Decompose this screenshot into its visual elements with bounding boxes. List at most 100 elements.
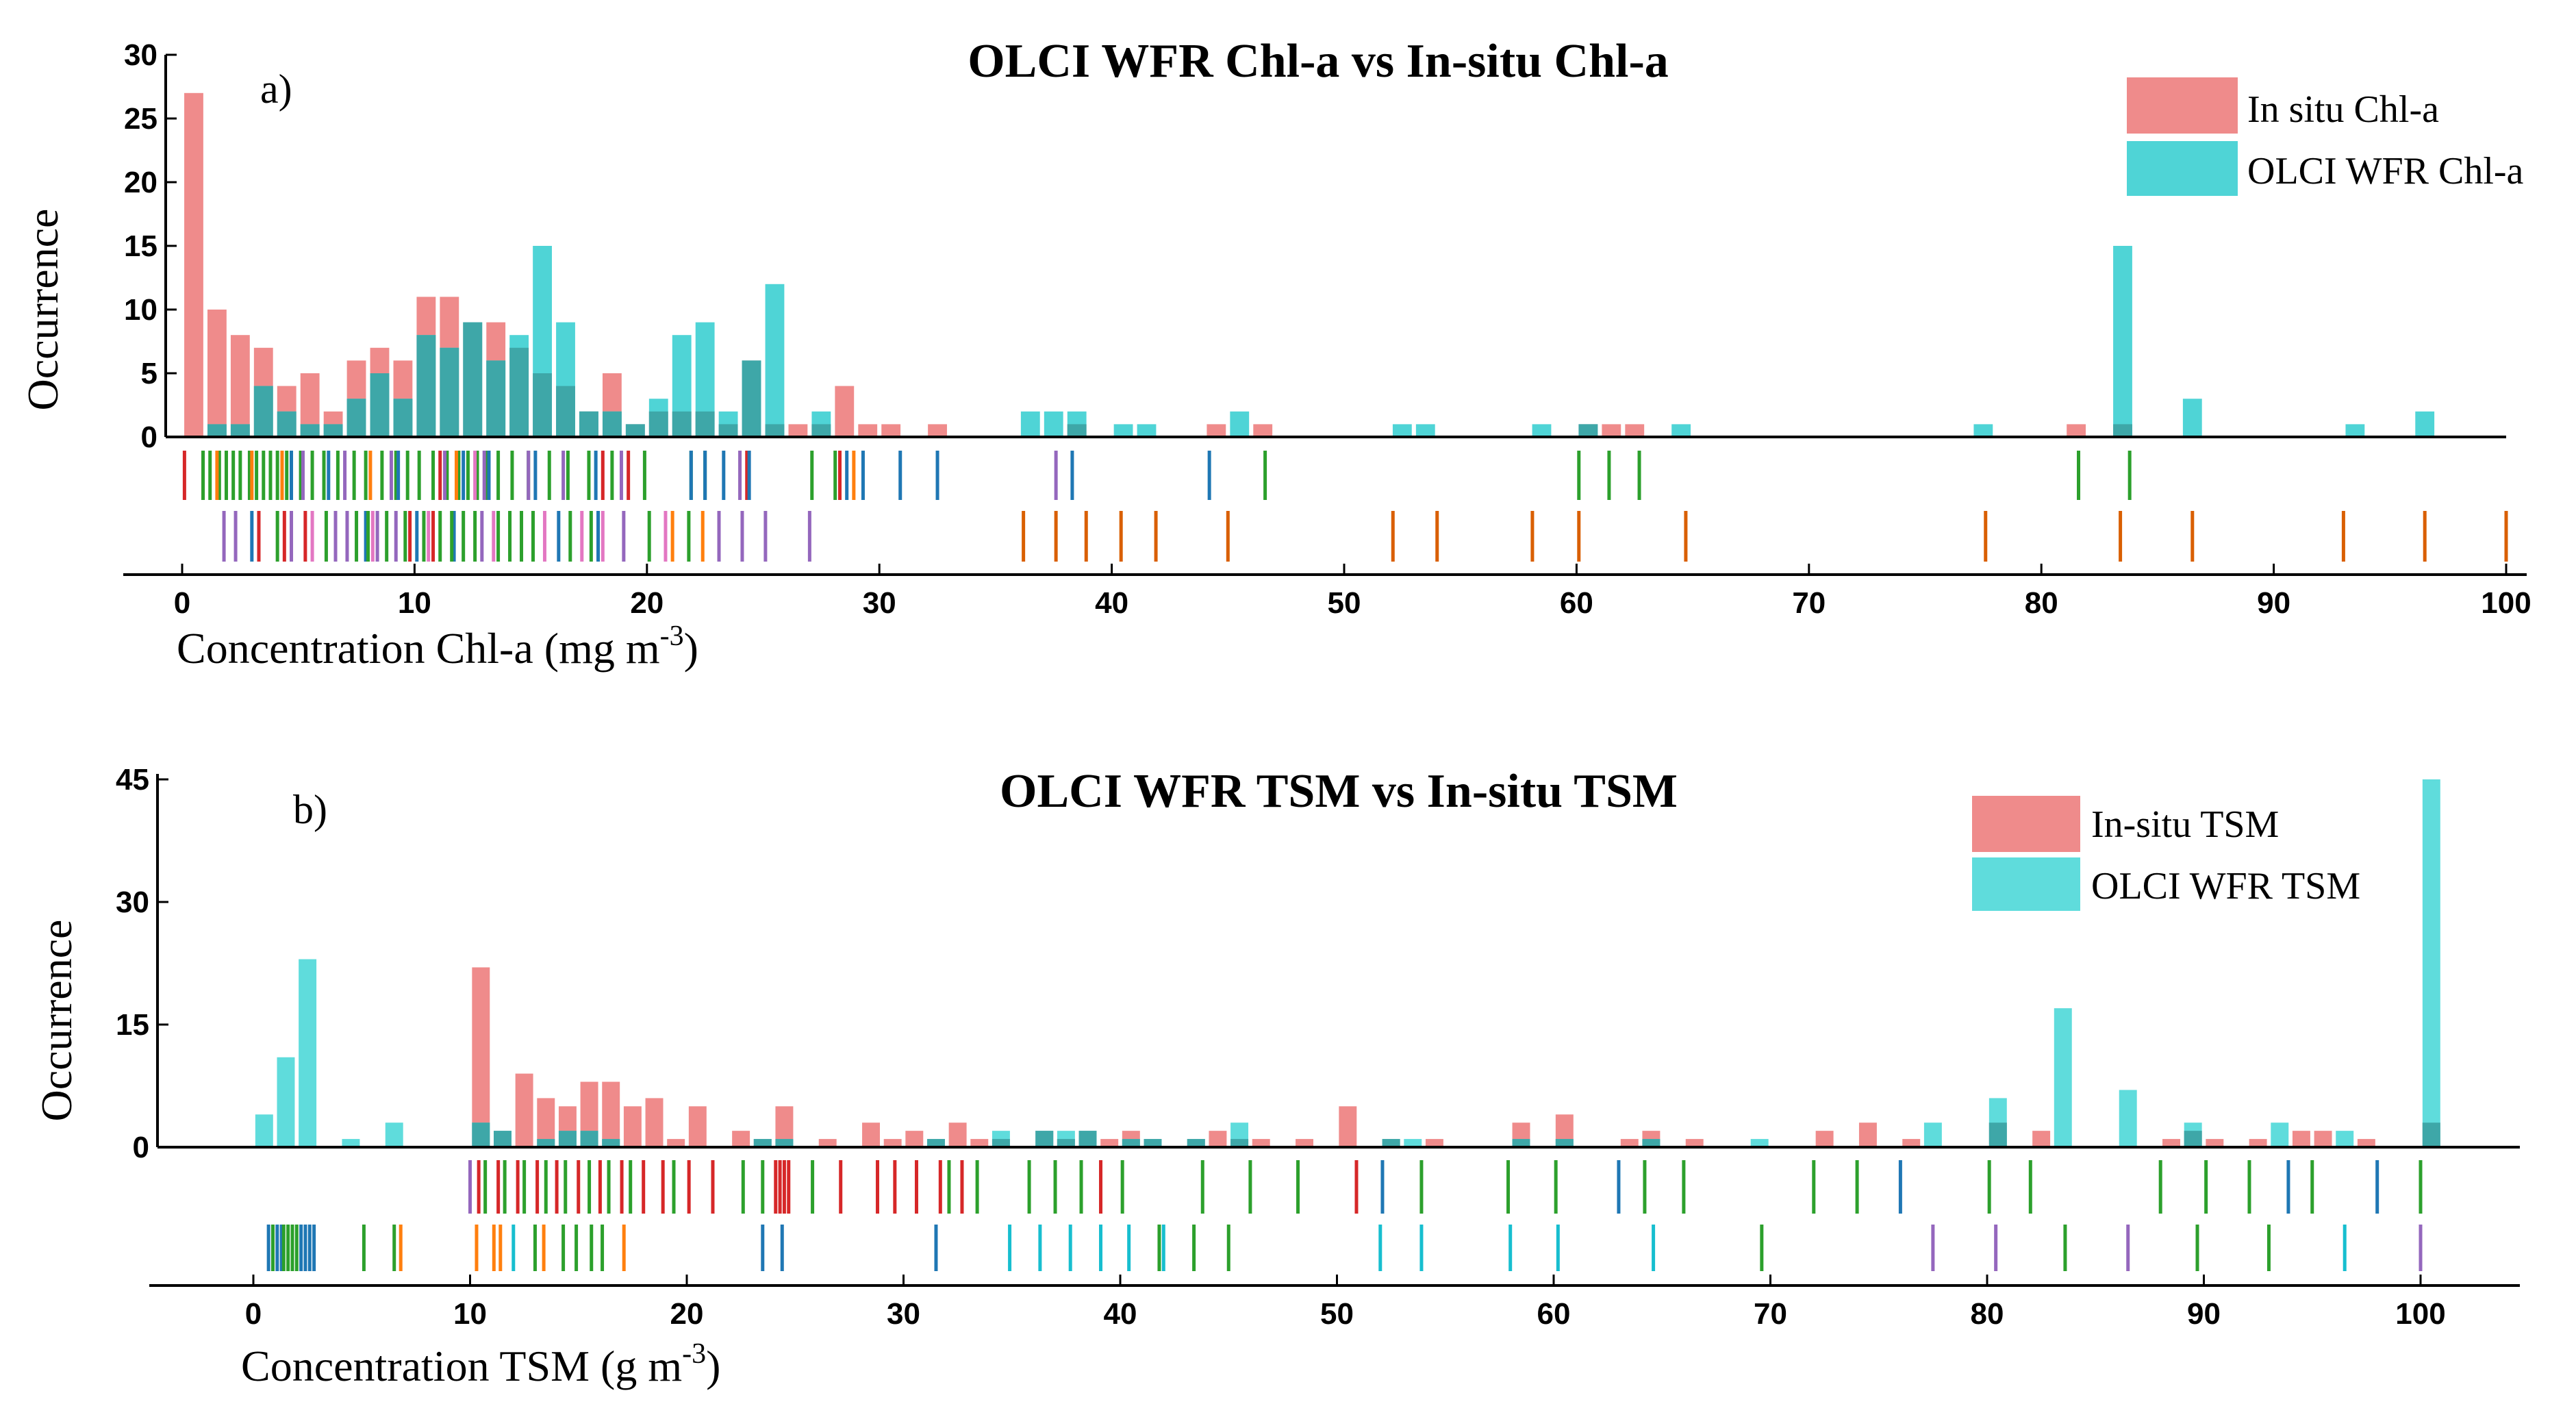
chart-a-bar-in-situ-34 (1253, 424, 1273, 437)
chart-b-bar-olci-23 (1404, 1139, 1422, 1147)
chart-a-bar-overlap-23 (718, 424, 738, 437)
chart-a-bar-overlap-18 (602, 411, 622, 437)
chart-a-bar-in-situ-2 (230, 335, 250, 437)
chart-b-bar-overlap-21 (992, 1139, 1010, 1147)
chart-b-panel-tag: b) (293, 787, 327, 832)
chart-b-bar-in-situ-10 (688, 1106, 707, 1147)
chart-a-bar-overlap-20 (648, 411, 668, 437)
chart-b-title: OLCI WFR TSM vs In-situ TSM (1000, 765, 1678, 818)
chart-a-ytick-label-4: 20 (124, 166, 157, 199)
chart-b-legend-label-in-situ: In-situ TSM (2091, 803, 2279, 846)
chart-b-xtick-label-8: 80 (1971, 1297, 2004, 1331)
chart-b-bar-overlap-18 (926, 1139, 945, 1147)
chart-a-bar-overlap-8 (370, 373, 390, 437)
chart-a-legend-label-olci: OLCI WFR Chl-a (2247, 150, 2524, 192)
chart-b-bar-in-situ-51 (2314, 1131, 2332, 1147)
chart-a-legend: In situ Chl-a OLCI WFR Chl-a (2127, 77, 2524, 196)
chart-b-bar-in-situ-42 (1858, 1123, 1877, 1147)
chart-b-bar-olci-1 (277, 1057, 295, 1147)
chart-b-bar-overlap-3 (537, 1139, 555, 1147)
chart-b-bar-in-situ-19 (948, 1123, 967, 1147)
chart-a-bar-overlap-35 (1578, 424, 1598, 437)
chart-a-ytick-label-2: 10 (124, 293, 157, 327)
chart-a-bar-overlap-21 (672, 411, 692, 437)
chart-b-bar-olci-3 (342, 1139, 360, 1147)
chart-a-bar-olci-31 (1230, 411, 1250, 437)
chart-a-ytick-label-0: 0 (141, 421, 157, 454)
chart-b-bar-in-situ-29 (1209, 1131, 1227, 1147)
chart-a-bar-overlap-19 (625, 424, 645, 437)
chart-b-bar-olci-30 (2054, 1008, 2072, 1147)
chart-b-bar-in-situ-46 (2162, 1139, 2181, 1147)
chart-a-ytick-label-6: 30 (124, 38, 157, 72)
chart-a-bar-in-situ-38 (2067, 424, 2086, 437)
chart-a-legend-swatch-in-situ (2127, 77, 2238, 134)
chart-b-bar-overlap-30 (1230, 1139, 1249, 1147)
chart-b-bar-overlap-39 (1642, 1139, 1660, 1147)
chart-a-bar-in-situ-26 (788, 424, 808, 437)
chart-b-bar-overlap-22 (1035, 1131, 1054, 1147)
chart-b-bar-in-situ-35 (1425, 1139, 1443, 1147)
chart-b-ytick-label-1: 15 (116, 1008, 149, 1042)
chart-b-bar-in-situ-31 (1252, 1139, 1270, 1147)
chart-b-bar-overlap-4 (558, 1131, 577, 1147)
chart-b-bar-overlap-23 (1057, 1139, 1075, 1147)
chart-a-bar-overlap-39 (2113, 424, 2132, 437)
chart-a-bars (184, 92, 2435, 438)
chart-b-bar-olci-4 (385, 1123, 403, 1147)
chart-a-bar-overlap-2 (230, 424, 250, 437)
chart-a-bar-overlap-27 (811, 424, 831, 437)
chart-b-bar-in-situ-11 (732, 1131, 750, 1147)
chart-a-xtick-label-3: 30 (863, 586, 896, 620)
chart-b-bar-in-situ-20 (970, 1139, 989, 1147)
chart-b-xtick-label-9: 90 (2187, 1297, 2221, 1331)
chart-b-bar-olci-27 (1750, 1139, 1769, 1147)
chart-b-bar-in-situ-6 (602, 1081, 620, 1147)
chart-b-bar-olci-35 (2422, 779, 2440, 1147)
chart-a-bar-in-situ-31 (928, 424, 947, 437)
chart-b-bar-overlap-5 (580, 1131, 598, 1147)
chart-b-bar-overlap-34 (1382, 1139, 1400, 1147)
chart-b-bar-in-situ-33 (1339, 1106, 1357, 1147)
chart-b-bar-in-situ-32 (1296, 1139, 1314, 1147)
chart-b-rugs (266, 1160, 2423, 1271)
chart-a: OLCI WFR Chl-a vs In-situ Chl-a a) In si… (18, 35, 2531, 673)
chart-a-legend-swatch-olci (2127, 141, 2238, 196)
chart-a-bar-olci-41 (2415, 411, 2435, 437)
chart-a-bar-overlap-11 (440, 347, 459, 437)
chart-b-bar-overlap-36 (1512, 1139, 1530, 1147)
chart-b-xtick-label-5: 50 (1320, 1297, 1354, 1331)
chart-b-xtick-label-6: 60 (1537, 1297, 1571, 1331)
chart-a-xtick-label-2: 20 (630, 586, 664, 620)
chart-b-x-label-main: Concentration TSM (g m (241, 1342, 682, 1390)
chart-a-bar-in-situ-33 (1207, 424, 1226, 437)
chart-a-bar-overlap-22 (695, 411, 715, 437)
chart-b-bar-in-situ-16 (883, 1139, 902, 1147)
chart-b-bar-in-situ-49 (2249, 1139, 2267, 1147)
chart-b-bar-olci-31 (2119, 1090, 2137, 1147)
chart-a-bar-overlap-25 (765, 424, 785, 437)
chart-b-xtick-label-1: 10 (453, 1297, 487, 1331)
chart-a-xtick-label-9: 90 (2257, 586, 2290, 620)
chart-a-bar-olci-36 (1671, 424, 1691, 437)
chart-a-bar-overlap-6 (323, 424, 343, 437)
chart-b-bar-overlap-47 (2184, 1131, 2202, 1147)
chart-a-bar-olci-32 (1392, 424, 1412, 437)
chart-b-legend-swatch-in-situ (1972, 796, 2080, 852)
chart-b-x-label: Concentration TSM (g m-3) (241, 1338, 720, 1390)
chart-b-bar-in-situ-15 (862, 1123, 881, 1147)
chart-a-y-label: Occurrence (18, 209, 67, 411)
chart-b-bar-olci-33 (2271, 1123, 2289, 1147)
chart-b-bar-overlap-12 (753, 1139, 772, 1147)
chart-b-bar-overlap-53 (2422, 1123, 2440, 1147)
chart-a-x-label: Concentration Chl-a (mg m-3) (177, 620, 698, 673)
chart-a-ytick-label-1: 5 (141, 357, 157, 390)
chart-b-legend-label-olci: OLCI WFR TSM (2091, 865, 2360, 907)
chart-b-bar-in-situ-8 (645, 1098, 664, 1147)
chart-b-bar-in-situ-0 (472, 967, 490, 1147)
chart-a-bar-in-situ-37 (1625, 424, 1645, 437)
chart-b-bar-in-situ-52 (2357, 1139, 2375, 1147)
chart-b-xtick-label-2: 20 (670, 1297, 704, 1331)
chart-a-bar-in-situ-28 (835, 386, 855, 437)
chart-a-bar-overlap-16 (556, 386, 575, 437)
